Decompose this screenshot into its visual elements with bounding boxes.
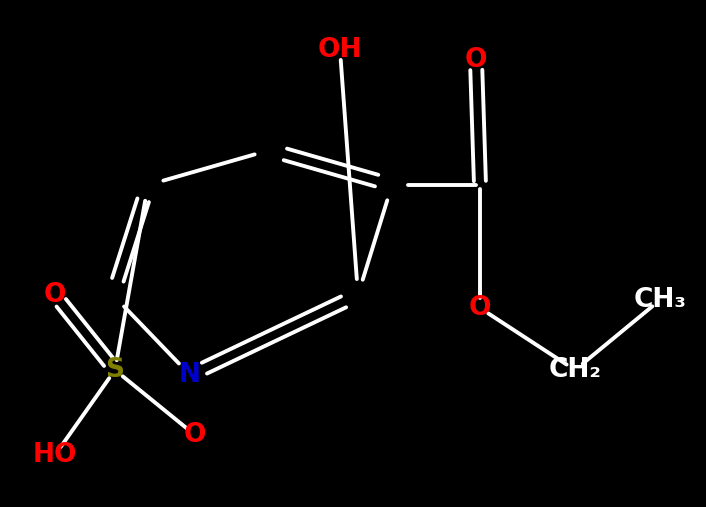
Text: O: O	[469, 295, 491, 321]
Text: N: N	[179, 362, 201, 388]
Text: CH₂: CH₂	[549, 357, 602, 383]
Text: OH: OH	[318, 37, 362, 63]
Text: S: S	[105, 357, 124, 383]
Text: CH₃: CH₃	[633, 287, 686, 313]
Text: O: O	[465, 47, 487, 73]
Text: HO: HO	[32, 442, 77, 468]
Text: O: O	[184, 422, 206, 448]
Text: O: O	[44, 282, 66, 308]
